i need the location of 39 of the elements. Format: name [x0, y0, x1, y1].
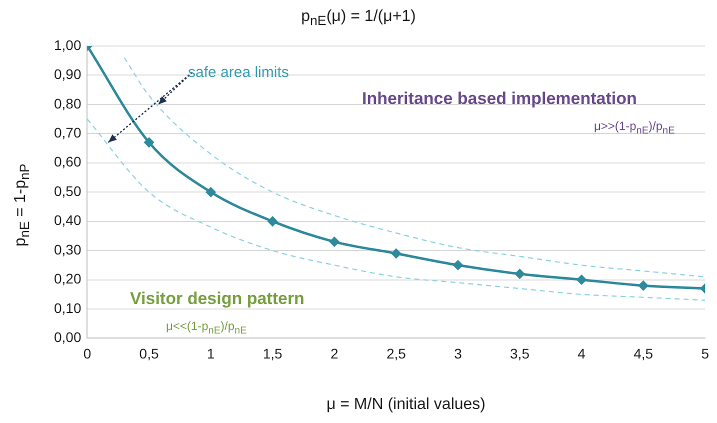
point: [576, 275, 586, 285]
x-tick-label: 3: [454, 345, 462, 362]
x-tick-label: 1: [206, 345, 215, 362]
y-tick-label: 0,20: [54, 270, 82, 287]
x-tick-label: 4: [578, 345, 586, 362]
annotation: Visitor design pattern: [130, 289, 304, 309]
y-tick-label: 0,40: [54, 212, 82, 228]
x-tick-label: 3,5: [510, 345, 530, 362]
annotation: μ<<(1-p$_{nE}$)/p$_{nE}$: [166, 319, 247, 336]
point: [638, 280, 648, 290]
point: [144, 138, 154, 148]
point: [330, 237, 340, 247]
y-tick-label: 0,60: [54, 154, 82, 170]
point: [391, 248, 401, 258]
annotation: μ>>(1-p$_{nE}$)/p$_{nE}$: [594, 119, 675, 136]
x-tick-label: 5: [701, 345, 710, 362]
x-tick-label: 0: [83, 345, 92, 362]
x-tick-label: 4,5: [634, 345, 654, 362]
point: [515, 269, 524, 279]
point: [206, 187, 216, 197]
line-series: [124, 57, 706, 278]
y-tick-label: 0,70: [54, 124, 82, 141]
y-tick-label: 1,00: [54, 36, 82, 53]
annotation: Inheritance based implementation: [362, 89, 637, 109]
chart-title: p$_{nE}$(μ) = 1/(μ+1): [300, 8, 417, 28]
y-tick-label: 0,00: [54, 329, 82, 346]
annotation: safe area limits: [188, 64, 289, 81]
y-tick-label: 0,80: [54, 95, 82, 112]
y-tick-label: 0,30: [54, 241, 82, 258]
point: [453, 260, 463, 270]
x-axis-title: μ = M/N (initial values): [325, 396, 487, 414]
y-tick-label: 0,50: [54, 182, 82, 199]
point: [268, 216, 278, 226]
x-tick-label: 0,5: [139, 345, 159, 362]
y-tick-label: 0,90: [54, 66, 82, 82]
x-tick-label: 2,5: [386, 345, 406, 362]
y-tick-label: 0,10: [54, 300, 82, 316]
x-tick-label: 1,5: [262, 345, 283, 362]
x-tick-label: 2: [330, 345, 338, 362]
